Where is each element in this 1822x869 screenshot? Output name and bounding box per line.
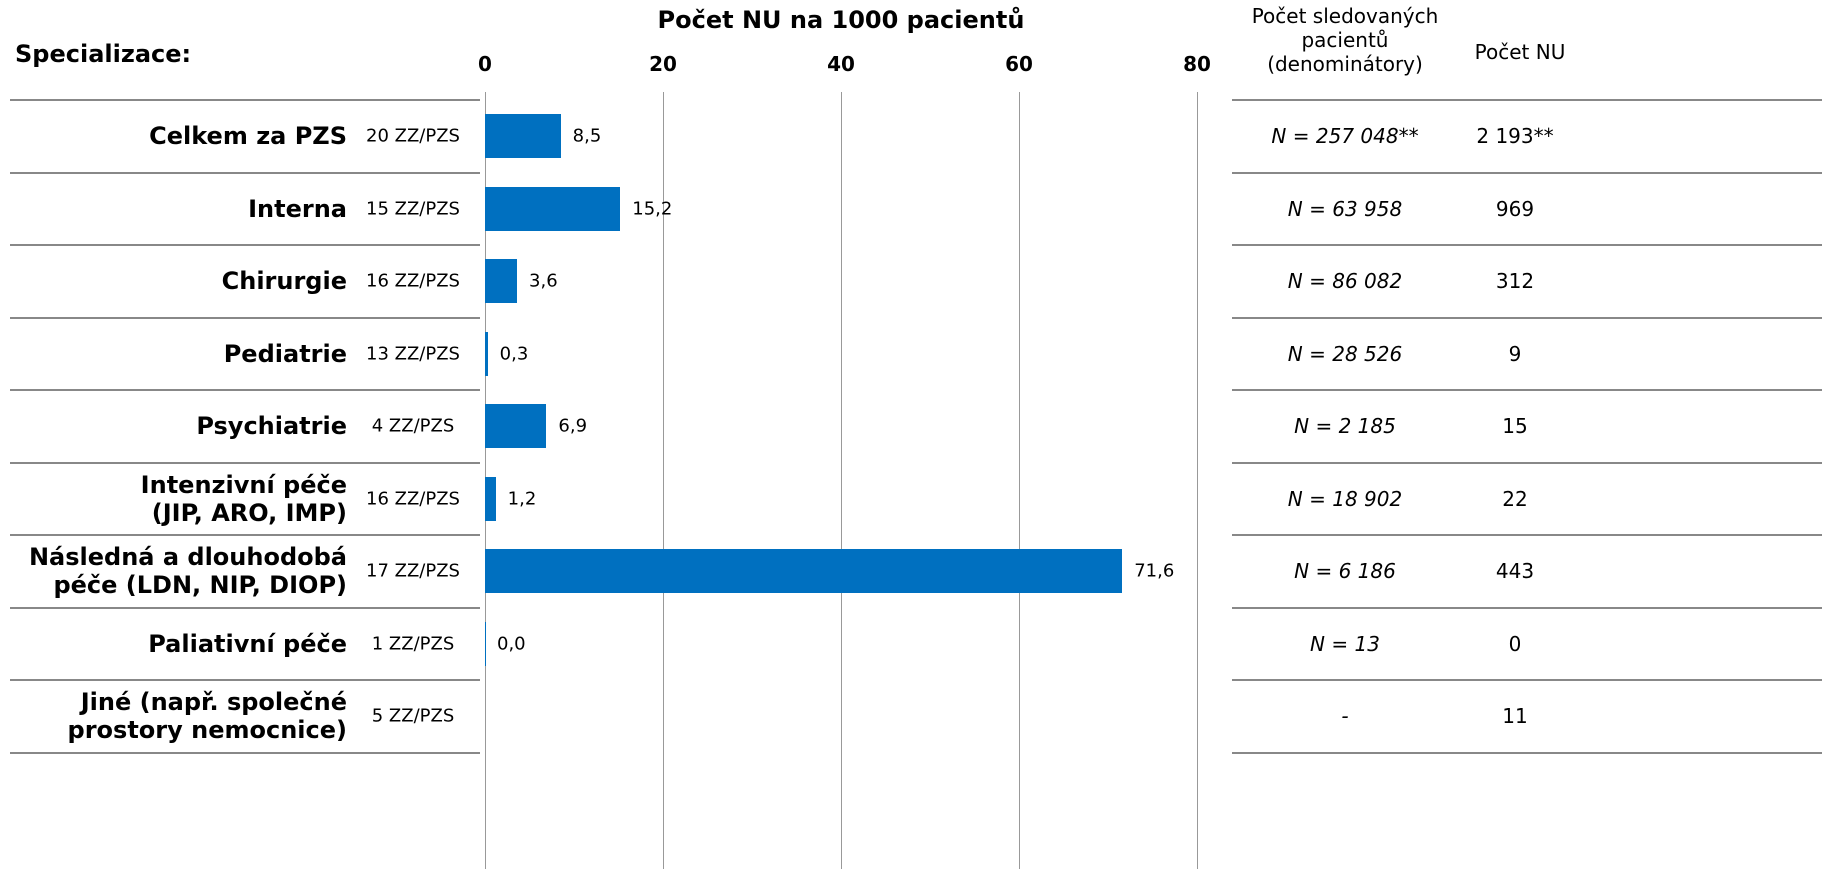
row-separator	[1232, 679, 1822, 681]
denominator: N = 86 082	[1287, 269, 1403, 294]
count: 15	[1502, 414, 1528, 439]
bar	[485, 476, 496, 521]
facility-count: 4 ZZ/PZS	[371, 415, 455, 437]
count: 312	[1495, 269, 1535, 294]
row-separator	[1232, 99, 1822, 101]
denominator: N = 28 526	[1287, 341, 1403, 366]
row-separator	[10, 751, 480, 754]
row-separator	[1232, 606, 1822, 609]
row-separator	[1232, 461, 1822, 464]
bar	[485, 114, 561, 159]
value-label: 0,3	[499, 343, 529, 365]
facility-count: 17 ZZ/PZS	[366, 560, 460, 582]
category-label: Intenzivní péče (JIP, ARO, IMP)	[140, 470, 347, 527]
row-separator	[1232, 316, 1822, 319]
category-label: Chirurgie	[221, 267, 347, 296]
column-header: Počet NU	[1474, 40, 1566, 64]
x-tick-label: 80	[1183, 52, 1211, 76]
facility-count: 16 ZZ/PZS	[366, 270, 460, 292]
facility-count: 13 ZZ/PZS	[366, 343, 460, 365]
grid-line	[1197, 92, 1198, 869]
count: 443	[1495, 559, 1535, 584]
x-tick-label: 20	[649, 52, 677, 76]
bar	[485, 331, 488, 376]
facility-count: 20 ZZ/PZS	[366, 125, 460, 147]
row-separator	[10, 534, 480, 536]
grid-line	[1019, 92, 1020, 869]
denominator: -	[1341, 704, 1349, 729]
x-tick-label: 0	[478, 52, 492, 76]
category-label: Pediatrie	[223, 339, 347, 368]
chart-title: Počet NU na 1000 pacientů	[657, 6, 1025, 34]
facility-count: 1 ZZ/PZS	[371, 633, 455, 655]
bar	[485, 259, 518, 304]
category-label: Jiné (např. společné prostory nemocnice)	[67, 688, 347, 745]
category-header: Specializace:	[15, 40, 192, 68]
row-separator	[10, 606, 480, 609]
denominator: N = 13	[1310, 631, 1380, 656]
value-label: 71,6	[1134, 560, 1175, 582]
row-separator	[10, 99, 480, 101]
bar	[485, 621, 486, 666]
bar	[485, 404, 547, 449]
category-label: Následná a dlouhodobá péče (LDN, NIP, DI…	[28, 543, 347, 600]
count: 0	[1508, 631, 1522, 656]
row-separator	[10, 389, 480, 391]
value-label: 15,2	[632, 198, 673, 220]
value-label: 8,5	[572, 125, 602, 147]
facility-count: 16 ZZ/PZS	[366, 488, 460, 510]
facility-count: 5 ZZ/PZS	[371, 705, 455, 727]
grid-line	[841, 92, 842, 869]
x-tick-label: 60	[1005, 52, 1033, 76]
denominator: N = 18 902	[1287, 486, 1403, 511]
row-separator	[1232, 534, 1822, 536]
grid-line	[663, 92, 664, 869]
row-separator	[1232, 171, 1822, 174]
column-header: Počet sledovaných pacientů (denominátory…	[1251, 4, 1439, 76]
bar	[485, 549, 1123, 594]
bar	[485, 186, 621, 231]
denominator: N = 6 186	[1294, 559, 1396, 584]
denominator: N = 63 958	[1287, 196, 1403, 221]
row-separator	[1232, 389, 1822, 391]
value-label: 1,2	[507, 488, 537, 510]
row-separator	[10, 244, 480, 246]
count: 969	[1495, 196, 1535, 221]
count: 9	[1508, 341, 1522, 366]
count: 22	[1502, 486, 1528, 511]
denominator: N = 257 048**	[1271, 124, 1419, 149]
row-separator	[10, 171, 480, 174]
count: 2 193**	[1476, 124, 1554, 149]
count: 11	[1502, 704, 1528, 729]
row-separator	[1232, 244, 1822, 246]
row-separator	[10, 461, 480, 464]
denominator: N = 2 185	[1294, 414, 1396, 439]
category-label: Psychiatrie	[196, 412, 347, 441]
x-tick-label: 40	[827, 52, 855, 76]
row-separator	[10, 316, 480, 319]
row-separator	[1232, 751, 1822, 754]
category-label: Celkem za PZS	[149, 122, 347, 151]
category-label: Interna	[248, 194, 347, 223]
row-separator	[10, 679, 480, 681]
category-label: Paliativní péče	[148, 629, 347, 658]
facility-count: 15 ZZ/PZS	[366, 198, 460, 220]
value-label: 6,9	[558, 415, 588, 437]
value-label: 0,0	[497, 633, 526, 655]
value-label: 3,6	[529, 270, 558, 292]
